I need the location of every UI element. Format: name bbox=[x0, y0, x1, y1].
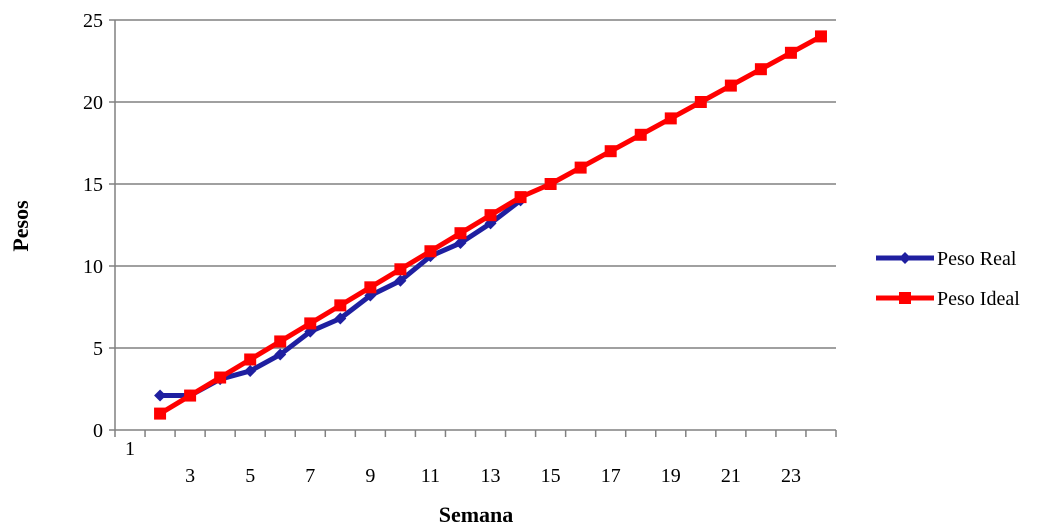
data-point-peso-ideal bbox=[274, 335, 287, 348]
data-point-peso-ideal bbox=[184, 389, 197, 402]
data-point-peso-real bbox=[454, 237, 467, 250]
x-tick-label: 23 bbox=[781, 465, 801, 487]
legend-marker-peso-real bbox=[899, 252, 911, 264]
legend-label-peso-real: Peso Real bbox=[937, 248, 1017, 270]
data-point-peso-ideal bbox=[304, 317, 317, 330]
data-point-peso-ideal bbox=[604, 145, 617, 158]
x-tick-label: 7 bbox=[305, 465, 315, 487]
y-tick-label: 15 bbox=[83, 174, 103, 196]
data-point-peso-ideal bbox=[334, 299, 347, 312]
data-point-peso-ideal bbox=[544, 178, 557, 190]
x-tick-label: 19 bbox=[661, 465, 681, 487]
y-tick-label: 10 bbox=[83, 256, 103, 278]
legend-item-peso-ideal: Peso Ideal bbox=[876, 288, 1020, 310]
data-point-peso-ideal bbox=[574, 161, 587, 174]
x-tick-label: 11 bbox=[421, 465, 440, 487]
data-point-peso-ideal bbox=[514, 191, 527, 204]
data-point-peso-ideal bbox=[784, 46, 797, 59]
x-tick-label: 1 bbox=[125, 438, 135, 460]
x-tick-label: 9 bbox=[365, 465, 375, 487]
y-tick-label: 20 bbox=[83, 92, 103, 114]
data-point-peso-real bbox=[334, 312, 347, 325]
y-tick-label: 5 bbox=[93, 338, 103, 360]
data-point-peso-ideal bbox=[364, 281, 377, 294]
series-peso-ideal bbox=[154, 30, 827, 420]
data-point-peso-ideal bbox=[394, 263, 407, 276]
y-axis-title: Pesos bbox=[8, 200, 33, 252]
x-tick-label: 5 bbox=[245, 465, 255, 487]
data-point-peso-ideal bbox=[484, 209, 497, 222]
data-point-peso-ideal bbox=[154, 407, 167, 420]
x-tick-label: 13 bbox=[481, 465, 501, 487]
y-axis-ticks: 0 5 10 15 20 25 bbox=[83, 10, 115, 442]
legend: Peso Real Peso Ideal bbox=[876, 248, 1020, 310]
data-point-peso-ideal bbox=[214, 371, 227, 384]
x-tick-label: 3 bbox=[185, 465, 195, 487]
data-point-peso-ideal bbox=[694, 96, 707, 108]
series-group bbox=[154, 30, 827, 420]
data-point-peso-ideal bbox=[814, 30, 827, 43]
legend-label-peso-ideal: Peso Ideal bbox=[937, 288, 1020, 310]
data-point-peso-ideal bbox=[244, 353, 257, 366]
data-point-peso-real bbox=[274, 348, 287, 361]
x-tick-label: 21 bbox=[721, 465, 741, 487]
x-axis-title: Semana bbox=[439, 502, 514, 527]
data-point-peso-ideal bbox=[424, 245, 437, 258]
data-point-peso-real bbox=[154, 389, 167, 402]
data-point-peso-ideal bbox=[754, 63, 767, 76]
x-axis-ticks: 13 5 7 9 11 13 15 17 19 21 23 bbox=[114, 430, 837, 487]
data-point-peso-ideal bbox=[454, 227, 467, 240]
data-point-peso-ideal bbox=[664, 112, 677, 125]
x-tick-label: 17 bbox=[601, 465, 621, 487]
y-tick-label: 0 bbox=[93, 420, 103, 442]
data-point-peso-real bbox=[394, 274, 407, 287]
legend-item-peso-real: Peso Real bbox=[876, 248, 1017, 270]
data-point-peso-real bbox=[244, 364, 257, 377]
data-point-peso-ideal bbox=[724, 79, 737, 92]
x-tick-label: 15 bbox=[541, 465, 561, 487]
gridlines bbox=[115, 19, 836, 349]
y-tick-label: 25 bbox=[83, 10, 103, 32]
data-point-peso-ideal bbox=[634, 128, 647, 141]
legend-marker-peso-ideal bbox=[899, 292, 911, 304]
